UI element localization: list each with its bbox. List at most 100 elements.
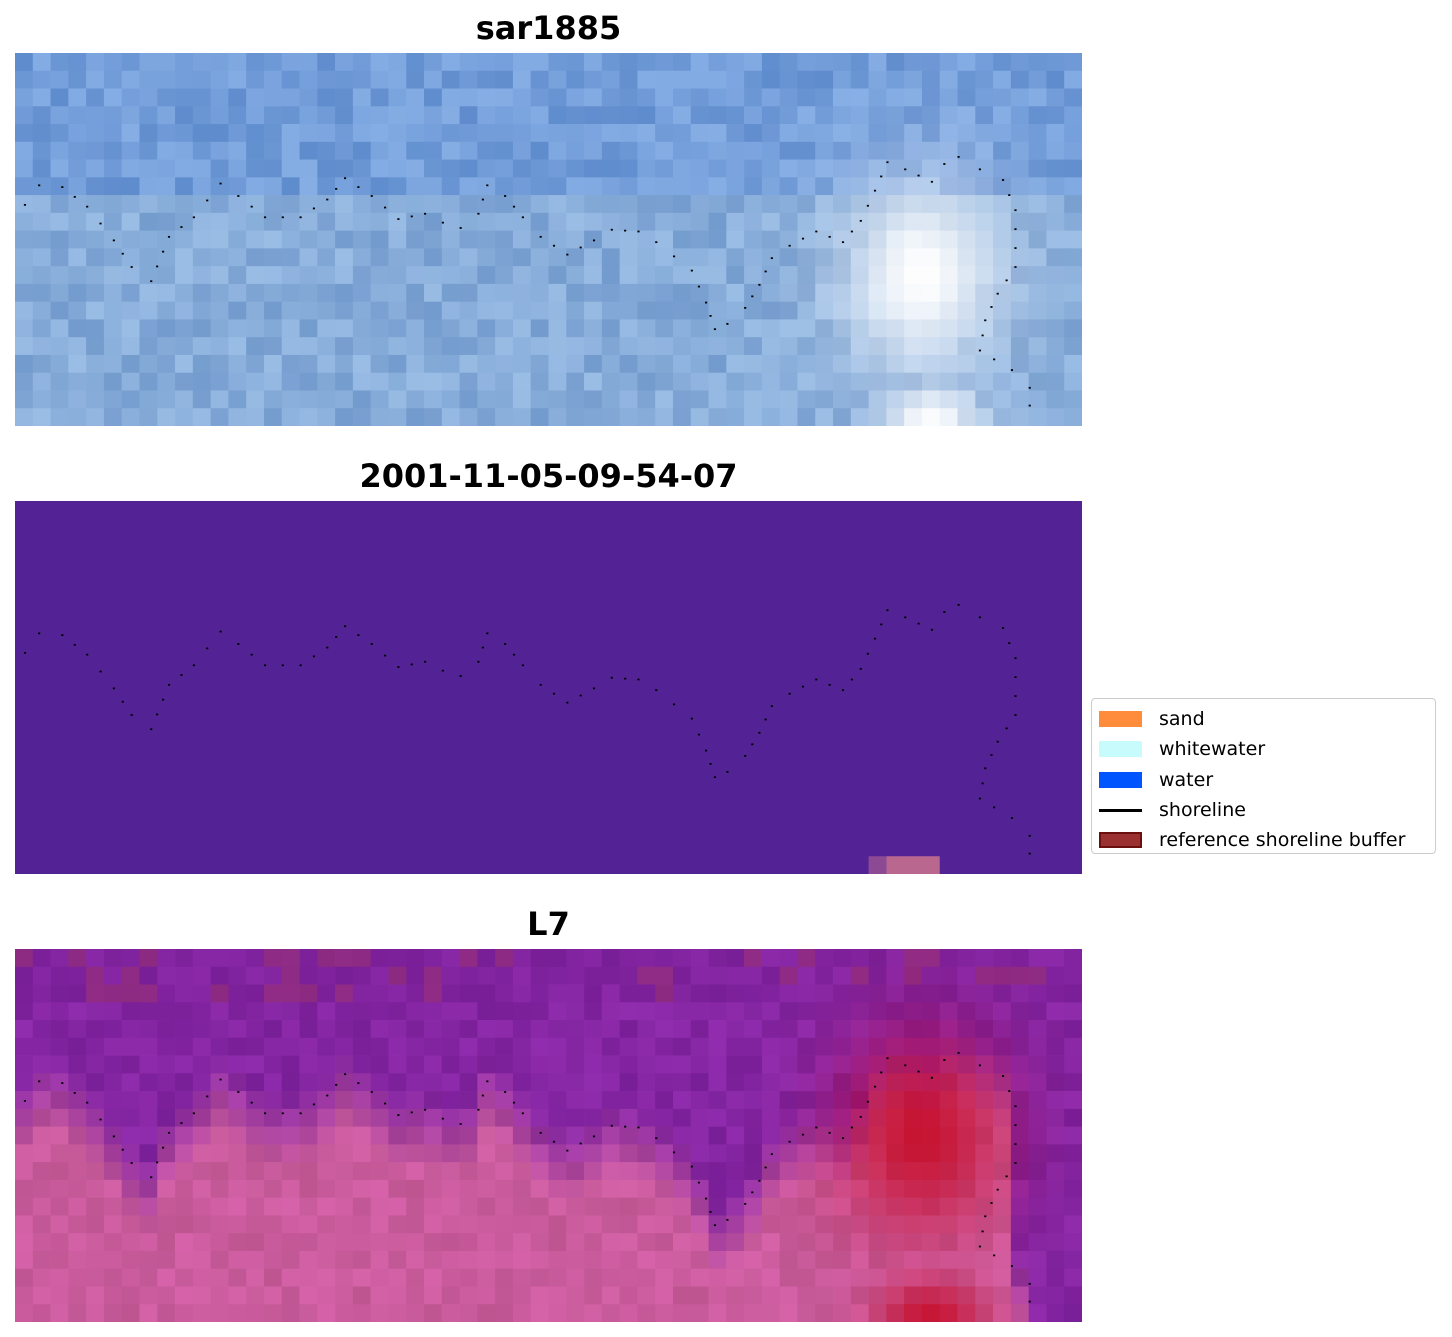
rgb-pixel	[886, 124, 905, 143]
index-pixel	[68, 1002, 87, 1021]
rgb-pixel	[797, 337, 816, 356]
index-pixel	[921, 1108, 941, 1127]
rgb-pixel	[335, 408, 354, 426]
index-pixel	[352, 1286, 372, 1305]
rgb-pixel	[424, 319, 443, 338]
rgb-pixel	[477, 106, 496, 125]
rgb-pixel	[850, 354, 869, 374]
rgb-pixel	[175, 337, 194, 356]
rgb-pixel	[584, 408, 603, 426]
rgb-pixel	[32, 141, 51, 160]
index-pixel	[370, 1233, 389, 1252]
rgb-pixel	[530, 390, 549, 409]
rgb-pixel	[530, 408, 549, 426]
index-pixel	[939, 1144, 958, 1163]
index-pixel	[548, 1126, 567, 1145]
rgb-pixel	[904, 177, 923, 196]
rgb-pixel	[15, 70, 34, 89]
rgb-pixel	[1046, 177, 1065, 196]
index-pixel	[1064, 1268, 1082, 1287]
index-pixel	[530, 1250, 549, 1270]
rgb-pixel	[1046, 230, 1065, 249]
index-pixel	[246, 1002, 265, 1021]
index-pixel	[690, 966, 709, 985]
rgb-pixel	[797, 301, 816, 320]
index-pixel	[299, 1144, 318, 1163]
index-pixel	[370, 1162, 389, 1181]
rgb-pixel	[868, 195, 887, 214]
index-pixel	[850, 1304, 869, 1322]
rgb-pixel	[886, 177, 905, 196]
rgb-pixel	[744, 141, 763, 160]
rgb-pixel	[68, 53, 87, 72]
index-pixel	[548, 1162, 567, 1181]
index-pixel	[548, 1286, 567, 1305]
index-pixel	[441, 1144, 460, 1163]
index-pixel	[263, 1037, 283, 1056]
rgb-pixel	[797, 70, 816, 89]
rgb-pixel	[584, 141, 603, 160]
rgb-pixel	[779, 159, 798, 178]
index-pixel	[886, 1002, 905, 1021]
index-pixel	[637, 1126, 656, 1145]
rgb-pixel	[672, 248, 692, 267]
index-pixel	[672, 1233, 692, 1252]
rgb-pixel	[15, 53, 34, 72]
rgb-pixel	[850, 88, 869, 107]
index-pixel	[1046, 1037, 1065, 1056]
index-pixel	[352, 1304, 372, 1322]
index-pixel	[1010, 1179, 1030, 1199]
index-pixel	[708, 1268, 727, 1287]
legend-item-water: water	[1099, 765, 1435, 795]
index-pixel	[495, 1091, 514, 1110]
rgb-pixel	[15, 177, 34, 196]
index-pixel	[850, 1286, 869, 1305]
index-pixel	[619, 1002, 638, 1021]
index-pixel	[779, 984, 798, 1003]
index-pixel	[175, 1144, 194, 1163]
index-pixel	[815, 1126, 834, 1145]
index-pixel	[86, 1055, 105, 1074]
rgb-pixel	[157, 124, 176, 143]
shoreline-point	[984, 767, 987, 770]
rgb-pixel	[263, 372, 283, 391]
index-pixel	[512, 1197, 532, 1216]
rgb-pixel	[868, 301, 887, 320]
rgb-pixel	[779, 177, 798, 196]
index-pixel	[157, 1179, 176, 1199]
index-pixel	[975, 1002, 994, 1021]
shoreline-point	[86, 205, 89, 208]
index-pixel	[619, 1126, 638, 1145]
index-pixel	[833, 1286, 852, 1305]
rgb-pixel	[993, 212, 1012, 231]
index-pixel	[86, 1108, 105, 1127]
index-pixel	[886, 1020, 905, 1039]
shoreline-point	[441, 669, 444, 672]
index-pixel	[157, 966, 176, 985]
rgb-pixel	[246, 124, 265, 143]
index-pixel	[708, 1286, 727, 1305]
rgb-pixel	[993, 372, 1012, 391]
rgb-pixel	[530, 337, 549, 356]
rgb-pixel	[477, 390, 496, 409]
index-pixel	[815, 1144, 834, 1163]
shoreline-point	[343, 1073, 347, 1076]
index-pixel	[1046, 1002, 1065, 1021]
rgb-pixel	[655, 88, 674, 107]
index-pixel	[1046, 1162, 1065, 1181]
index-pixel	[192, 1233, 211, 1252]
rgb-pixel	[726, 53, 745, 72]
rgb-pixel	[619, 53, 638, 72]
index-pixel	[1028, 1108, 1047, 1127]
rgb-pixel	[815, 390, 834, 409]
shoreline-point	[579, 246, 582, 249]
rgb-pixel	[299, 354, 318, 374]
index-pixel	[441, 1091, 460, 1110]
index-pixel	[619, 1037, 638, 1056]
rgb-pixel	[975, 372, 994, 391]
index-pixel	[619, 1179, 638, 1199]
index-pixel	[477, 1091, 496, 1110]
index-pixel	[566, 1126, 585, 1145]
index-pixel	[352, 1144, 372, 1163]
classification-patch	[886, 856, 940, 874]
